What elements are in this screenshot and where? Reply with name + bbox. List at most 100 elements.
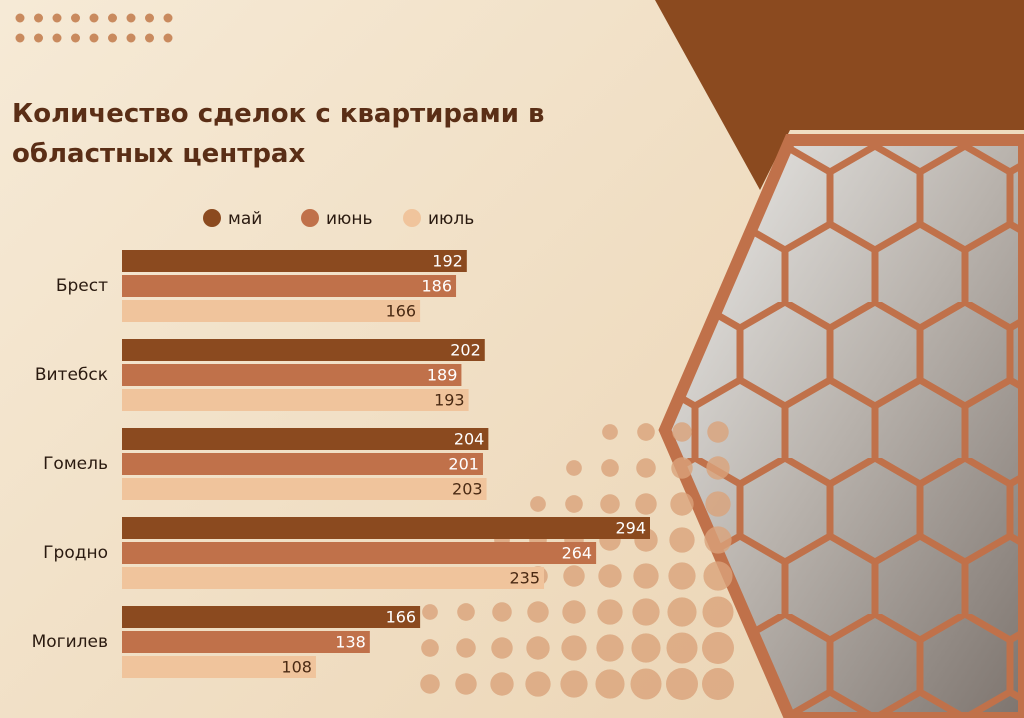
decor-dot [565,495,583,513]
value-label: 204 [454,430,485,449]
decor-dot [670,492,694,516]
decor-dot [703,561,733,591]
decor-dot [666,632,698,664]
decor-dot [596,634,624,662]
decor-dot [595,669,625,699]
decor-dot [456,638,476,658]
decor-dot [457,603,475,621]
decor-dot [667,597,697,627]
decor-dot [89,33,99,43]
value-label: 202 [450,341,481,360]
decor-dot [71,13,80,23]
bar [122,656,316,678]
decor-dot [560,670,588,698]
legend-marker [203,209,221,227]
decor-dot [527,601,549,623]
y-tick-label: Брест [56,276,108,296]
value-label: 201 [448,455,479,474]
y-tick-label: Витебск [35,365,108,385]
decor-dot [126,13,136,23]
decor-dot [421,639,439,657]
value-label: 186 [421,277,452,296]
bar [122,478,487,500]
value-label: 235 [509,569,540,588]
decor-dot [597,599,623,625]
honeycomb [665,140,1024,718]
bar [122,275,457,297]
y-tick-label: Гродно [43,543,108,563]
legend-marker [301,209,319,227]
decor-dot [15,13,25,23]
decor-dot [163,13,173,23]
decor-dot [704,526,732,554]
decor-dot [702,668,734,700]
legend-label: июль [428,209,474,229]
decor-dot [492,602,512,622]
decor-dot [637,423,655,441]
decor-dot [15,33,25,43]
decor-dot [630,668,662,700]
decor-dot [562,600,586,624]
decor-dot [672,422,692,442]
decor-dot [671,457,693,479]
decor-dot [561,635,587,661]
value-label: 294 [615,519,646,538]
legend-label: июнь [326,209,373,229]
decor-dot [163,33,173,43]
decor-dot [707,421,729,443]
value-label: 189 [427,366,458,385]
value-label: 264 [562,544,593,563]
decor-dot [600,494,620,514]
value-label: 138 [335,633,366,652]
decor-dot [602,424,618,440]
decor-dot [668,562,696,590]
decor-dot [108,33,117,43]
decor-dot [702,632,734,664]
bar [122,631,370,653]
bar [122,364,462,386]
decor-dot [702,596,734,628]
value-label: 108 [281,658,312,677]
decor-dot [108,13,117,23]
decor-dot [633,563,659,589]
legend-label: май [228,209,262,229]
decor-dot [34,13,43,23]
value-label: 193 [434,391,465,410]
decor-dot [126,33,136,43]
bar [122,517,650,539]
decor-dot [635,493,657,515]
value-label: 166 [386,608,417,627]
value-label: 192 [432,252,463,271]
decor-dot [422,604,438,620]
decor-dot [145,13,154,23]
decor-dot [566,460,582,476]
decor-dot [455,673,477,695]
decor-dot [145,33,154,43]
decor-dot [52,33,62,43]
chart-title: Количество сделок с квартирами в областн… [12,99,545,169]
decor-dot [530,496,546,512]
decor-dot [706,456,730,480]
legend-marker [403,209,421,227]
decor-dot [490,672,514,696]
y-tick-label: Гомель [43,454,108,474]
bar [122,453,483,475]
decor-dot [598,564,622,588]
decor-dot [632,598,660,626]
bar [122,250,467,272]
hex-frame [658,134,1024,718]
bar [122,339,485,361]
value-label: 203 [452,480,483,499]
decor-dot [669,527,695,553]
decor-dot [491,637,513,659]
decor-dot [601,459,619,477]
decor-dot [636,458,656,478]
decor-dot [666,668,698,700]
bar [122,542,597,564]
bar [122,389,469,411]
decor-dot [563,565,585,587]
decor-dot [34,33,43,43]
y-tick-label: Могилев [32,632,108,652]
decor-dot [525,671,551,697]
